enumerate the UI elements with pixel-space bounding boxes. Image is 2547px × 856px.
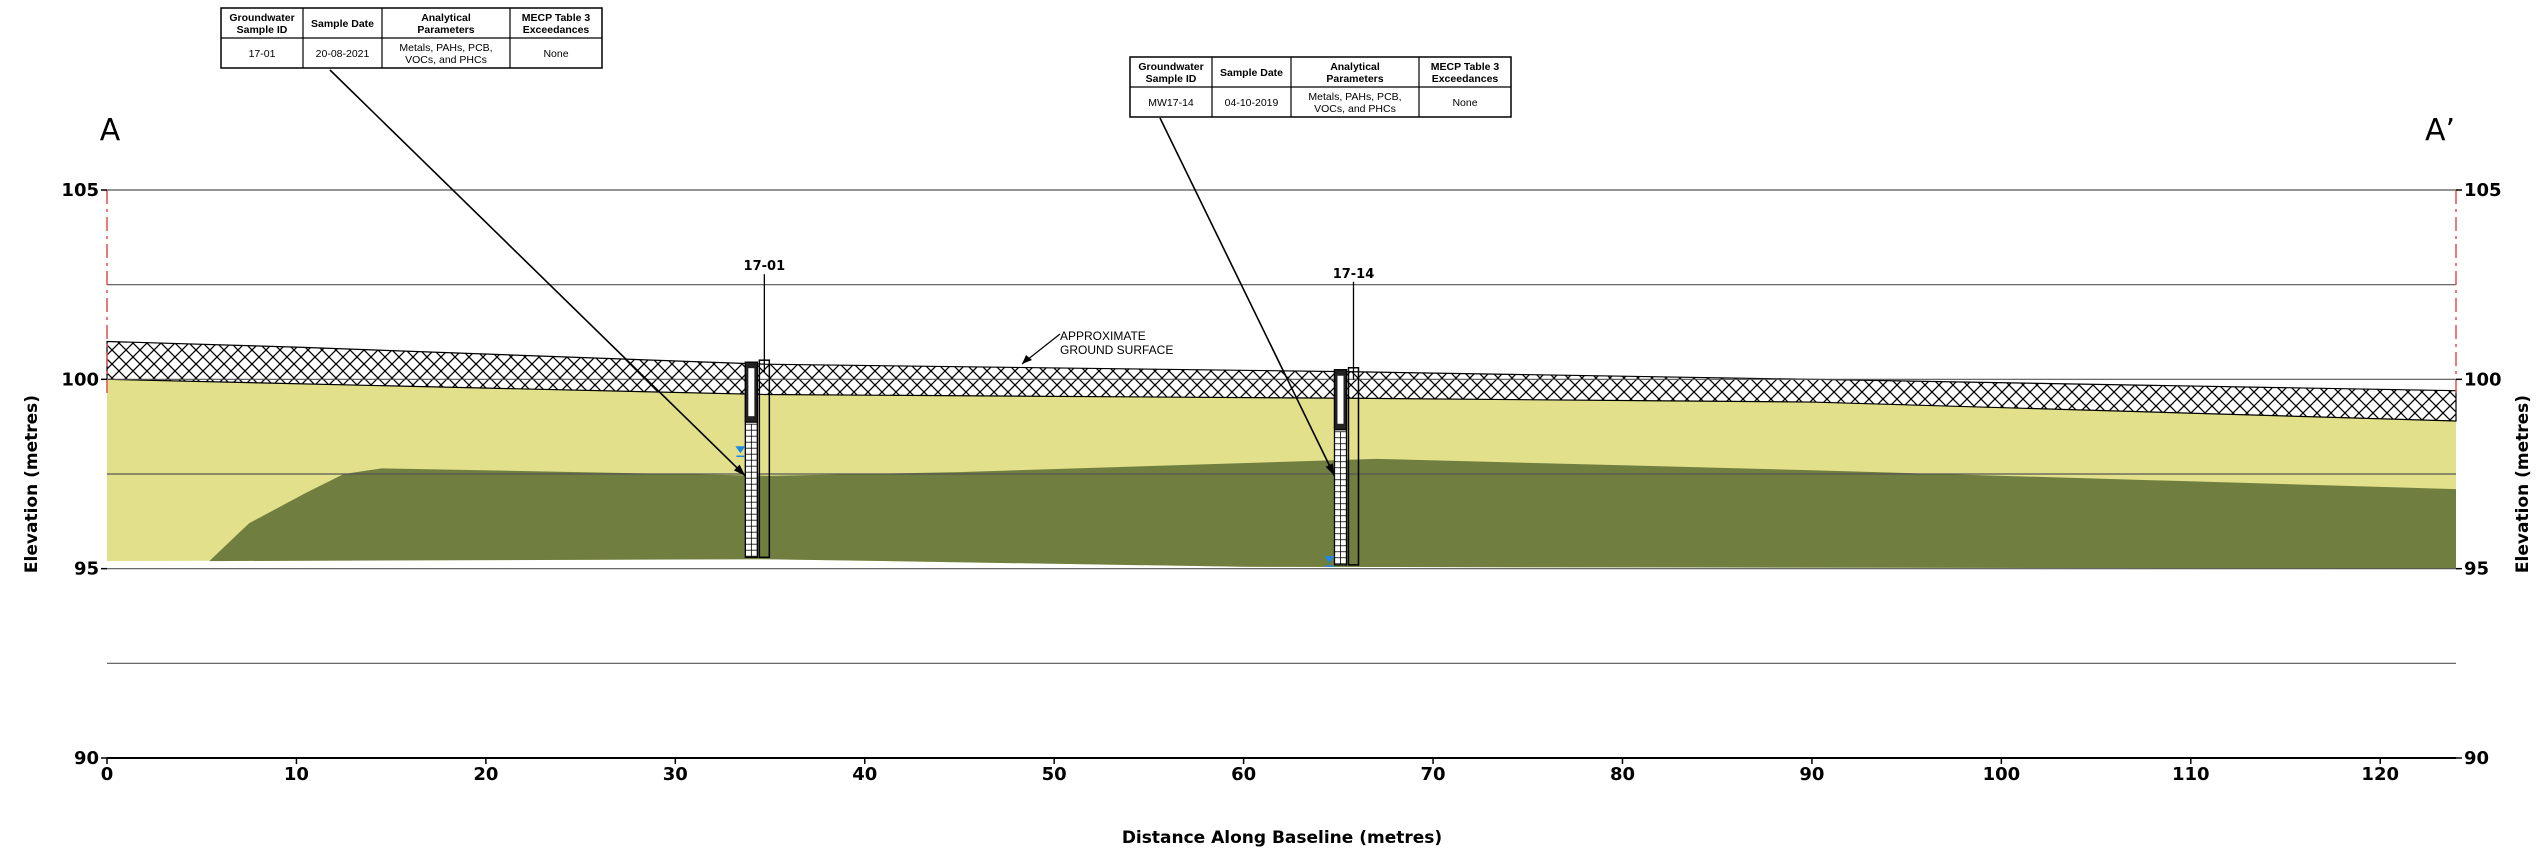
table-data-cell: None — [1452, 97, 1477, 109]
table-leader-lines — [329, 69, 1336, 477]
y-tick-label: 95 — [2464, 559, 2489, 580]
x-tick-label: 70 — [1421, 764, 1446, 785]
x-tick-label: 0 — [101, 764, 114, 785]
water-level-marker — [1324, 556, 1335, 564]
ground-note-line2: GROUND SURFACE — [1060, 343, 1173, 357]
table-header-cell: Groundwater — [1138, 61, 1203, 73]
y-axis-title-right: Elevation (metres) — [2513, 395, 2533, 573]
section-start-label: A — [100, 113, 121, 148]
table-header-cell: Analytical — [421, 12, 471, 24]
x-tick-label: 40 — [852, 764, 877, 785]
x-tick-label: 90 — [1799, 764, 1824, 785]
x-tick-label: 20 — [473, 764, 498, 785]
table-data-cell: 17-01 — [249, 48, 276, 60]
y-tick-label: 100 — [2464, 369, 2502, 390]
table-data-cell: VOCs, and PHCs — [1314, 103, 1396, 115]
leader-arrowhead — [733, 464, 746, 476]
section-end-label: A’ — [2425, 113, 2455, 148]
y-tick-label: 95 — [74, 559, 99, 580]
x-tick-label: 10 — [284, 764, 309, 785]
elevation-gridlines — [107, 189, 2456, 664]
y-tick-label: 90 — [74, 748, 99, 769]
well-17-14: 17-14 — [1324, 267, 1375, 567]
table-data-cell: 20-08-2021 — [316, 48, 370, 60]
leader-line — [1159, 117, 1336, 477]
table-header-cell: Sample ID — [237, 24, 288, 36]
table-header-cell: Exceedances — [523, 24, 590, 36]
table-data-cell: None — [543, 48, 568, 60]
x-axis-title: Distance Along Baseline (metres) — [1122, 828, 1442, 848]
x-tick-label: 80 — [1610, 764, 1635, 785]
table-header-cell: Exceedances — [1432, 73, 1499, 85]
y-tick-label: 100 — [61, 369, 99, 390]
table-header-cell: Analytical — [1330, 61, 1380, 73]
well-17-01: 17-01 — [735, 259, 786, 559]
table-data-cell: 04-10-2019 — [1225, 97, 1279, 109]
x-tick-label: 120 — [2361, 764, 2399, 785]
x-tick-label: 60 — [1231, 764, 1256, 785]
table-header-cell: Sample Date — [311, 18, 374, 30]
well-label: 17-01 — [744, 259, 786, 274]
y-axis-ticks-right: 90 95 100 105 — [2456, 180, 2502, 769]
table-data-cell: VOCs, and PHCs — [405, 54, 487, 66]
x-tick-label: 30 — [663, 764, 688, 785]
x-tick-label: 110 — [2172, 764, 2210, 785]
table-data-cell: Metals, PAHs, PCB, — [399, 42, 492, 54]
x-tick-label: 100 — [1983, 764, 2021, 785]
table-header-cell: MECP Table 3 — [522, 12, 591, 24]
table-header-cell: Parameters — [417, 24, 474, 36]
y-tick-label: 105 — [2464, 180, 2502, 201]
monitoring-wells: 17-01 17-14 — [735, 259, 1375, 567]
y-tick-label: 90 — [2464, 748, 2489, 769]
water-level-marker — [735, 446, 746, 454]
table-header-cell: MECP Table 3 — [1431, 61, 1500, 73]
table-header-cell: Sample Date — [1220, 67, 1283, 79]
lower-soil-layer — [209, 458, 2456, 569]
y-axis-ticks-left: 90 95 100 105 — [61, 180, 107, 769]
table-data-cell: Metals, PAHs, PCB, — [1308, 91, 1401, 103]
table-header-cell: Parameters — [1326, 73, 1383, 85]
x-tick-label: 50 — [1042, 764, 1067, 785]
ground-surface-note: APPROXIMATE GROUND SURFACE — [1021, 329, 1173, 365]
leader-line — [329, 69, 746, 477]
leader-arrowhead — [1325, 463, 1335, 476]
y-tick-label: 105 — [61, 180, 99, 201]
table-header-cell: Sample ID — [1146, 73, 1197, 85]
fill-crosshatch-layer — [106, 340, 2457, 422]
well-label: 17-14 — [1333, 267, 1375, 282]
y-axis-title-left: Elevation (metres) — [22, 395, 42, 573]
table-header-cell: Groundwater — [229, 12, 294, 24]
x-axis-ticks: 0 10 20 30 40 50 60 70 80 90 100 110 120 — [101, 758, 2399, 785]
table-data-cell: MW17-14 — [1148, 97, 1194, 109]
ground-note-line1: APPROXIMATE — [1060, 329, 1146, 343]
